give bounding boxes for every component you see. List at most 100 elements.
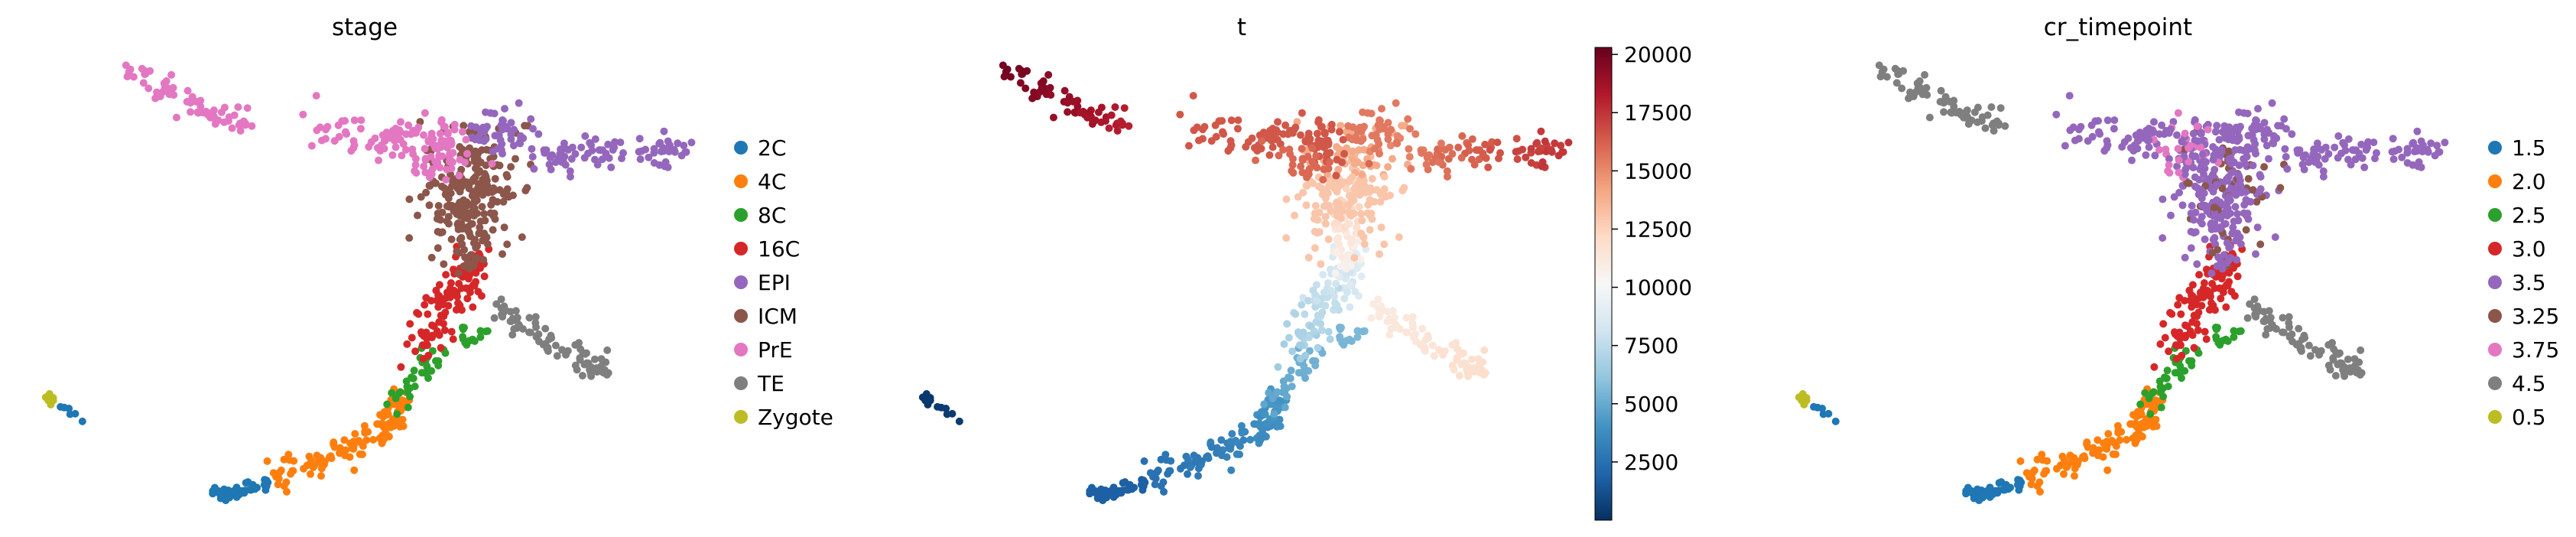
scatter-point: [661, 162, 669, 171]
scatter-point: [2251, 140, 2259, 148]
scatter-point: [1488, 138, 1496, 146]
scatter-point: [1339, 135, 1347, 144]
scatter-point: [1372, 161, 1381, 170]
scatter-point: [2331, 143, 2339, 151]
scatter-point: [2134, 137, 2142, 145]
scatter-point: [1925, 113, 1934, 122]
scatter-point: [1333, 301, 1341, 310]
scatter-point: [1297, 332, 1305, 340]
scatter-point: [341, 451, 349, 460]
scatter-point: [404, 403, 412, 412]
scatter-point: [2211, 324, 2220, 331]
scatter-point: [1189, 92, 1197, 100]
scatter-point: [1962, 490, 1970, 498]
scatter-point: [1314, 216, 1322, 224]
colorbar-tick-label: 2500: [1624, 450, 1678, 475]
scatter-point: [431, 144, 440, 152]
scatter-point: [2223, 239, 2231, 247]
scatter-point: [1269, 143, 1277, 151]
scatter-point: [510, 125, 518, 134]
scatter-point: [2151, 151, 2159, 160]
scatter-point: [317, 472, 325, 480]
scatter-point: [578, 372, 586, 380]
scatter-point: [1331, 219, 1340, 227]
scatter-point: [235, 121, 243, 129]
scatter-point: [2156, 340, 2165, 348]
scatter-point: [396, 388, 404, 396]
scatter-point: [604, 140, 612, 148]
scatter-point: [1407, 164, 1415, 173]
scatter-point: [209, 490, 217, 498]
scatter-point: [349, 438, 358, 446]
scatter-point: [442, 271, 450, 279]
scatter-point: [1973, 118, 1982, 126]
scatter-point: [187, 108, 195, 116]
scatter-point: [351, 430, 359, 438]
scatter-point: [2027, 480, 2035, 489]
scatter-point: [2263, 125, 2272, 134]
scatter-point: [456, 301, 464, 310]
scatter-point: [2198, 220, 2206, 228]
scatter-point: [2038, 451, 2046, 459]
scatter-point: [1798, 390, 1807, 398]
scatter-point: [1044, 70, 1053, 79]
scatter-point: [1358, 171, 1366, 179]
scatter-point: [2244, 215, 2253, 223]
scatter-point: [2215, 135, 2224, 144]
scatter-point: [573, 366, 581, 374]
scatter-point: [2353, 369, 2362, 377]
scatter-point: [1320, 129, 1329, 137]
scatter-point: [1311, 303, 1320, 311]
scatter-point: [2149, 126, 2157, 135]
scatter-point: [427, 170, 436, 178]
scatter-point: [1346, 239, 1355, 247]
scatter-point: [2285, 323, 2293, 331]
scatter-point: [432, 356, 440, 365]
scatter-point: [2259, 317, 2268, 325]
scatter-point: [2177, 310, 2185, 318]
scatter-point: [1353, 333, 1362, 341]
scatter-point: [2435, 148, 2444, 156]
scatter-point: [1000, 73, 1009, 81]
scatter-point: [2198, 201, 2206, 210]
scatter-point: [440, 122, 448, 131]
scatter-point: [1367, 210, 1376, 217]
scatter-point: [479, 255, 488, 264]
legend-label: 4.5: [2512, 371, 2546, 396]
scatter-point: [2332, 349, 2340, 357]
scatter-point: [1384, 163, 1392, 171]
scatter-point: [481, 216, 489, 225]
scatter-point: [1236, 442, 1244, 451]
scatter-point: [1317, 122, 1325, 131]
scatter-point: [2243, 109, 2252, 118]
scatter-point: [2288, 330, 2296, 338]
scatter-point: [2233, 137, 2241, 145]
colorbar-tick-label: 20000: [1624, 42, 1692, 67]
scatter-point: [499, 250, 506, 259]
scatter-point: [2414, 162, 2422, 171]
scatter-point: [1086, 107, 1094, 116]
scatter-point: [428, 334, 436, 342]
scatter-point: [1317, 137, 1326, 145]
scatter-point: [2289, 337, 2296, 346]
scatter-point: [1161, 451, 1170, 459]
scatter-point: [1305, 334, 1313, 342]
scatter-point: [303, 461, 311, 470]
scatter-point: [411, 347, 420, 356]
scatter-point: [1372, 186, 1381, 194]
legend-marker: [734, 275, 748, 289]
scatter-point: [1184, 456, 1192, 464]
scatter-point: [1176, 110, 1184, 119]
scatter-point: [1333, 236, 1341, 244]
scatter-point: [422, 188, 430, 197]
scatter-point: [1333, 187, 1341, 196]
scatter-point: [488, 160, 496, 168]
scatter-point: [2198, 288, 2207, 296]
scatter-point: [371, 134, 379, 142]
scatter-point: [2271, 233, 2279, 241]
scatter-point: [547, 334, 556, 342]
scatter-point: [388, 389, 396, 397]
scatter-point: [1940, 108, 1948, 116]
scatter-point: [1319, 271, 1327, 279]
scatter-point: [2163, 366, 2172, 375]
